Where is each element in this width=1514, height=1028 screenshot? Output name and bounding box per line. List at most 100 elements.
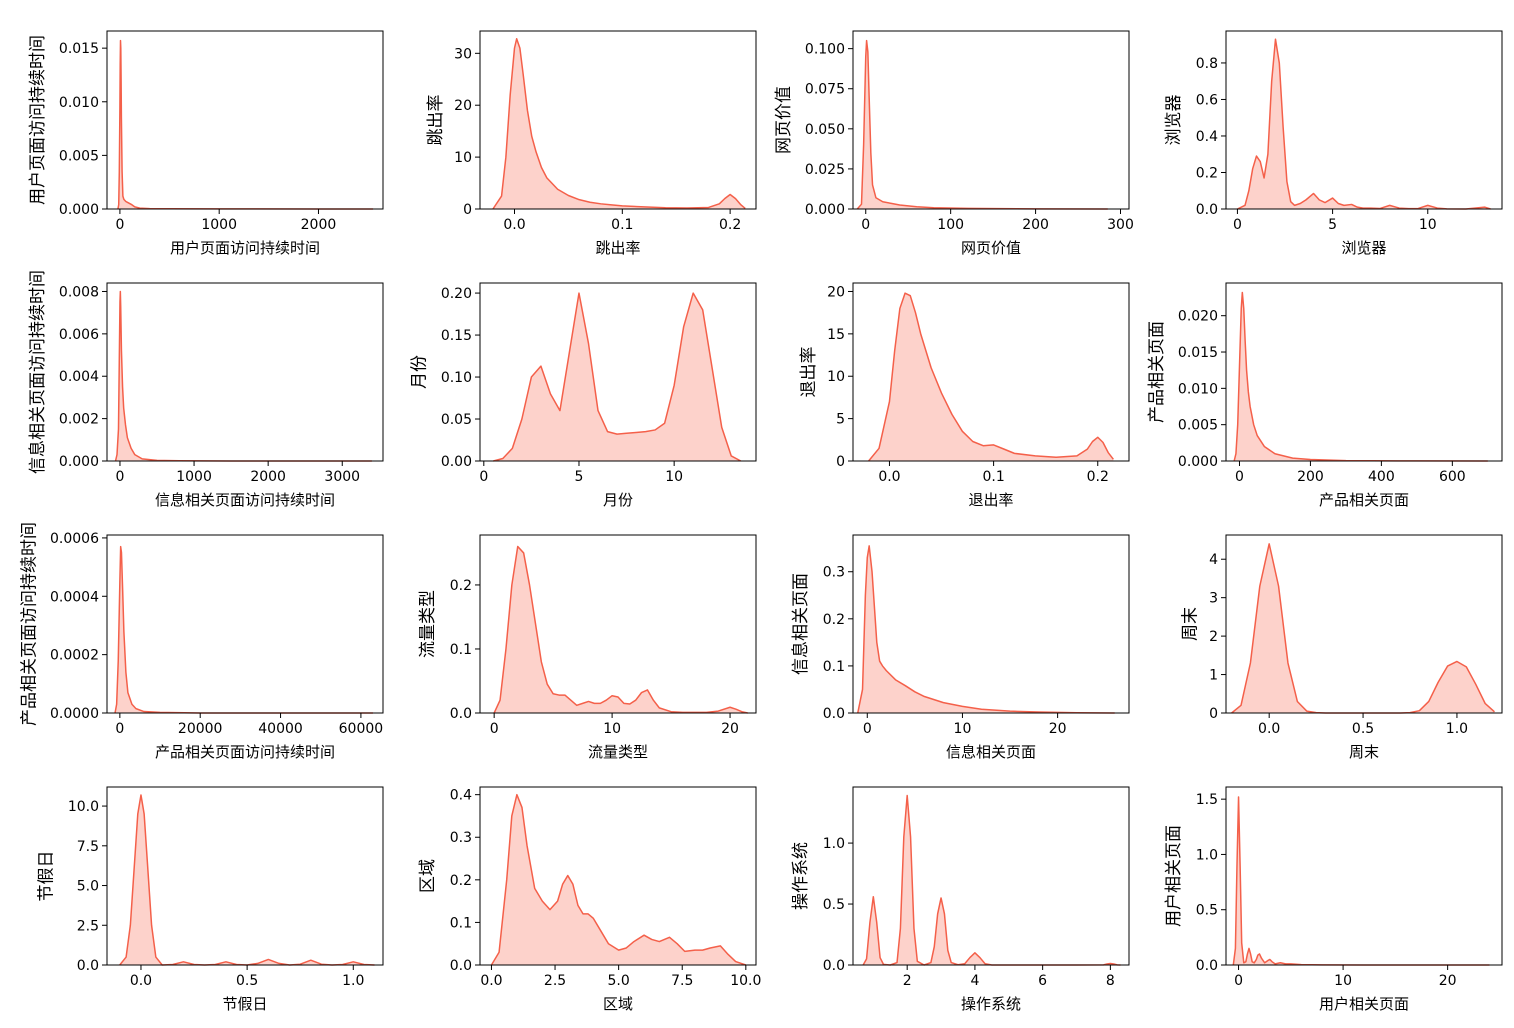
x-tick-label: 20 [1049, 721, 1067, 737]
x-axis-label: 信息相关页面访问持续时间 [155, 491, 335, 509]
y-tick-label: 0.0 [823, 958, 845, 974]
axes-frame [106, 282, 384, 462]
density-line [856, 39, 1108, 210]
density-area [1234, 292, 1488, 461]
y-axis-label: 退出率 [799, 347, 819, 398]
y-tick-label: 5.0 [77, 879, 99, 895]
y-axis-label: 信息相关页面访问持续时间 [28, 270, 48, 474]
y-tick-label: 0.010 [1178, 381, 1218, 397]
y-tick-label: 1.0 [1196, 847, 1218, 863]
density-line [857, 545, 1115, 714]
y-tick-label: 0 [1209, 706, 1218, 722]
y-tick-label: 0.0002 [50, 648, 99, 664]
x-tick-label: 6 [1038, 973, 1047, 989]
kde-panel-9: 0 20000 40000 60000 0.0000 0.0002 0.0004 0.0006… [20, 522, 384, 761]
y-tick-label: 0.1 [823, 659, 845, 675]
axes-frame [1225, 30, 1503, 210]
x-axis-label: 网页价值 [961, 239, 1021, 257]
density-line [1237, 38, 1491, 210]
x-tick-label: 0 [1234, 973, 1243, 989]
y-tick-label: 0.0 [1196, 958, 1218, 974]
x-tick-label: 1000 [176, 469, 212, 485]
y-tick-label: 0.2 [823, 612, 845, 628]
y-axis-label: 周末 [1181, 607, 1201, 641]
x-axis-label: 流量类型 [588, 743, 648, 761]
y-tick-label: 0.10 [441, 370, 472, 386]
axes-frame [852, 534, 1130, 714]
y-tick-label: 0.3 [823, 565, 845, 581]
y-tick-label: 0.8 [1196, 56, 1218, 72]
axes-frame [479, 30, 757, 210]
x-tick-label: 10 [1334, 973, 1352, 989]
y-tick-label: 4 [1209, 552, 1218, 568]
x-tick-label: 0.2 [1087, 469, 1109, 485]
y-tick-label: 0.0 [450, 958, 472, 974]
density-line [1233, 291, 1488, 462]
y-tick-label: 1.0 [823, 836, 845, 852]
x-tick-label: 0 [479, 469, 488, 485]
kde-panel-8: 0 200 400 600 0.000 0.005 0.010 0.015 0.020 产品相关页… [1147, 282, 1503, 509]
x-tick-label: 1000 [201, 217, 237, 233]
y-tick-label: 0.006 [59, 327, 99, 343]
y-axis-label: 用户相关页面 [1164, 825, 1184, 927]
x-tick-label: 0 [115, 721, 124, 737]
y-tick-label: 0.5 [823, 897, 845, 913]
y-tick-label: 10 [827, 369, 845, 385]
axes-frame [852, 786, 1130, 966]
y-tick-label: 0.1 [450, 915, 472, 931]
x-tick-label: 0 [1235, 469, 1244, 485]
x-tick-label: 1.0 [342, 973, 364, 989]
y-tick-label: 0.005 [59, 148, 99, 164]
axes-frame [106, 534, 384, 714]
y-tick-label: 7.5 [77, 839, 99, 855]
axes-frame [479, 282, 757, 462]
x-tick-label: 3000 [324, 469, 360, 485]
density-area [493, 293, 741, 461]
x-tick-label: 0 [490, 721, 499, 737]
x-tick-label: 0.5 [236, 973, 258, 989]
y-tick-label: 2.5 [77, 918, 99, 934]
axes-frame [106, 786, 384, 966]
y-tick-label: 1 [1209, 668, 1218, 684]
y-tick-label: 5 [836, 412, 845, 428]
y-tick-label: 0.025 [805, 162, 845, 178]
density-area [492, 38, 746, 209]
y-axis-label: 用户页面访问持续时间 [28, 35, 48, 205]
y-tick-label: 0 [836, 454, 845, 470]
x-axis-label: 产品相关页面 [1319, 491, 1409, 509]
x-axis-label: 退出率 [968, 491, 1013, 509]
y-tick-label: 30 [454, 46, 472, 62]
y-tick-label: 0.2 [1196, 165, 1218, 181]
y-tick-label: 0.4 [1196, 129, 1218, 145]
density-line [492, 38, 746, 210]
y-axis-label: 操作系统 [791, 842, 811, 910]
density-area [117, 40, 374, 210]
y-tick-label: 0.008 [59, 284, 99, 300]
x-tick-label: 20 [721, 721, 739, 737]
y-tick-label: 0.20 [441, 286, 472, 302]
x-tick-label: 40000 [258, 721, 303, 737]
x-tick-label: 0 [861, 217, 870, 233]
density-area [857, 545, 1115, 713]
y-axis-label: 浏览器 [1164, 95, 1184, 146]
x-tick-label: 0.1 [611, 217, 633, 233]
y-tick-label: 0.2 [450, 873, 472, 889]
y-tick-label: 0.000 [59, 454, 99, 470]
x-axis-label: 跳出率 [595, 239, 640, 257]
density-line [493, 292, 742, 462]
x-tick-label: 2000 [250, 469, 286, 485]
density-area [115, 291, 372, 461]
y-tick-label: 3 [1209, 591, 1218, 607]
x-tick-label: 1.0 [1446, 721, 1468, 737]
x-tick-label: 10.0 [730, 973, 761, 989]
axes-frame [479, 786, 757, 966]
y-tick-label: 2 [1209, 629, 1218, 645]
density-area [857, 40, 1108, 210]
y-tick-label: 0.00 [441, 454, 472, 470]
x-tick-label: 10 [954, 721, 972, 737]
